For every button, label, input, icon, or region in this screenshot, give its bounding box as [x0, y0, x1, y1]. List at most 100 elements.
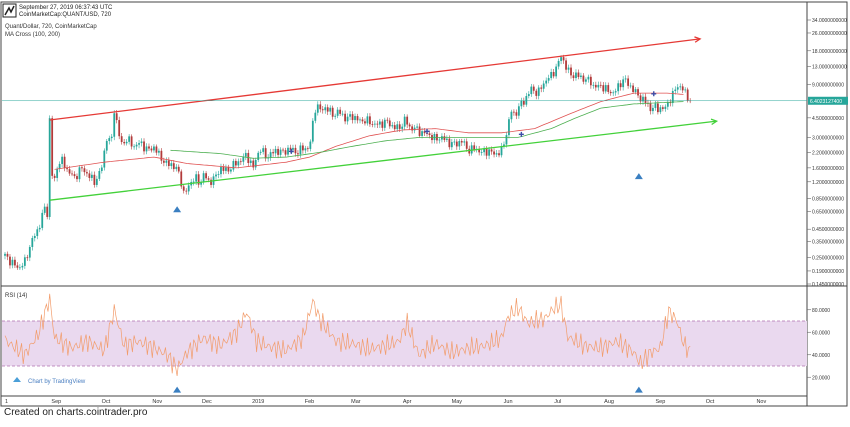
candle-body: [500, 146, 503, 156]
candle-body: [36, 229, 39, 236]
candle-body: [676, 87, 679, 90]
candle-body: [88, 173, 91, 178]
time-tick-label: Apr: [403, 399, 412, 405]
time-tick-label: 1: [5, 399, 8, 405]
candle-body: [311, 120, 314, 142]
candle-body: [450, 142, 453, 148]
candle-body: [361, 119, 364, 122]
candle-body: [619, 83, 622, 88]
candle-body: [38, 227, 41, 230]
rsi-band: [2, 321, 807, 366]
candle-body: [624, 78, 627, 80]
candle-body: [242, 156, 245, 162]
time-tick-label: Sep: [655, 399, 665, 405]
candle-body: [562, 57, 565, 61]
ma-cross-marker: [651, 91, 657, 97]
header-timestamp: September 27, 2019 06:37:43 UTC: [19, 5, 113, 11]
candle-body: [535, 90, 538, 96]
candle-body: [421, 131, 423, 136]
candle-body: [617, 83, 620, 92]
candle-body: [237, 161, 240, 166]
candle-body: [393, 125, 396, 130]
candle-body: [373, 123, 376, 125]
candle-body: [217, 174, 220, 175]
candle-body: [339, 109, 342, 114]
candle-body: [249, 160, 252, 164]
candle-body: [344, 113, 347, 122]
current-price-label: 6.4023127400: [810, 99, 842, 105]
trendlines: [49, 36, 719, 201]
candle-body: [622, 79, 625, 88]
candle-body: [567, 67, 570, 70]
price-tick-label: 34.0000000000: [812, 18, 847, 24]
candle-body: [289, 147, 292, 150]
candle-body: [369, 116, 371, 125]
candle-body: [438, 139, 441, 141]
candle-body: [656, 103, 659, 113]
candle-body: [480, 152, 483, 153]
candle-body: [277, 148, 279, 155]
candle-body: [125, 141, 128, 144]
candle-body: [413, 127, 416, 131]
candle-body: [51, 118, 54, 176]
candle-body: [143, 141, 145, 152]
time-tick-label: Jul: [554, 399, 561, 405]
candle-body: [411, 126, 414, 131]
candle-body: [73, 174, 76, 177]
candle-body: [185, 190, 188, 192]
candle-body: [642, 96, 644, 102]
candle-body: [33, 235, 36, 239]
price-tick-label: 2.2000000000: [812, 150, 844, 156]
candle-body: [247, 152, 250, 164]
candle-body: [634, 89, 637, 93]
markers: [173, 91, 657, 393]
time-tick-label: Jun: [504, 399, 513, 405]
candle-body: [297, 153, 299, 155]
candle-body: [416, 126, 418, 128]
rsi-tick-label: 40.0000: [812, 353, 830, 359]
candle-body: [592, 84, 595, 86]
candle-body: [684, 89, 687, 91]
candle-body: [53, 175, 56, 178]
candle-body: [110, 136, 113, 139]
price-tick-label: 0.4500000000: [812, 227, 844, 233]
candle-body: [552, 72, 555, 77]
price-triangle-marker: [634, 173, 643, 180]
candle-body: [282, 149, 284, 151]
candle-body: [612, 92, 615, 94]
candle-body: [331, 107, 334, 117]
candle-body: [570, 67, 572, 76]
price-tick-label: 0.1900000000: [812, 269, 844, 275]
candle-body: [455, 141, 458, 147]
candle-body: [123, 142, 126, 144]
candle-body: [187, 185, 190, 192]
candle-body: [525, 96, 528, 105]
candle-body: [575, 72, 577, 79]
candle-body: [517, 106, 520, 116]
candle-body: [182, 186, 185, 191]
tradingview-logo-icon: [2, 3, 17, 18]
candle-body: [177, 166, 180, 172]
candle-body: [133, 146, 135, 148]
candle-body: [334, 115, 337, 117]
candle-body: [95, 178, 98, 185]
series-title: Quant/Dollar, 720, CoinMarketCap: [5, 24, 97, 30]
candle-body: [254, 159, 257, 168]
candle-body: [28, 246, 31, 258]
candle-body: [589, 76, 592, 86]
candle-body: [336, 109, 339, 116]
candle-body: [316, 104, 319, 113]
candle-body: [113, 113, 116, 137]
candle-body: [180, 171, 183, 187]
candle-body: [162, 160, 165, 163]
candle-body: [252, 160, 255, 168]
time-tick-label: Sep: [51, 399, 61, 405]
candle-body: [614, 91, 617, 93]
price-triangle-marker: [173, 206, 182, 213]
candle-body: [550, 72, 553, 79]
candle-body: [227, 167, 230, 172]
candle-body: [6, 253, 9, 257]
candle-body: [448, 138, 451, 148]
candle-body: [565, 60, 567, 70]
